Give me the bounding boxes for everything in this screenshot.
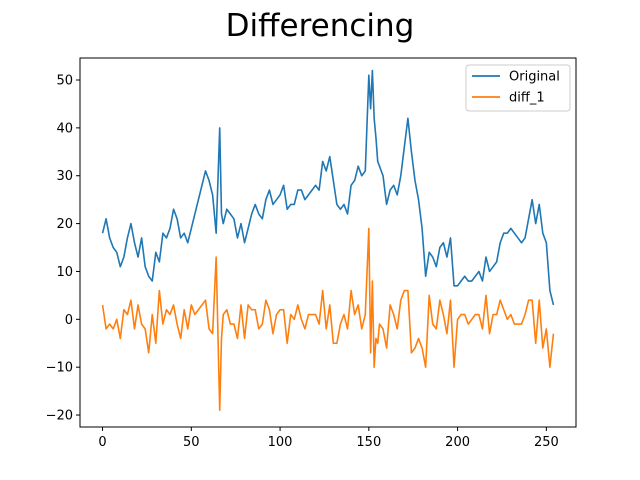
legend-label-original: Original <box>509 70 560 85</box>
plot-area: 0 50 100 150 200 250 −20 −10 0 10 20 30 40 50 <box>46 57 577 450</box>
y-tick-label: 40 <box>56 121 73 136</box>
series-line-original <box>101 69 555 306</box>
x-tick-label: 100 <box>268 435 293 450</box>
x-tick-label: 200 <box>445 435 470 450</box>
x-tick-label: 0 <box>98 435 106 450</box>
y-tick-label: 10 <box>56 265 73 280</box>
x-tick-label: 250 <box>534 435 559 450</box>
y-tick-label: 0 <box>65 313 73 328</box>
y-tick-label: 30 <box>56 169 73 184</box>
axes-frame <box>79 57 577 428</box>
chart-title: Differencing <box>226 8 415 44</box>
y-tick-label: −20 <box>46 409 73 424</box>
legend-label-diff-1: diff_1 <box>509 91 545 106</box>
x-tick-label: 150 <box>356 435 381 450</box>
series-group <box>101 69 555 412</box>
y-tick-label: −10 <box>46 361 73 376</box>
y-tick-label: 20 <box>56 217 73 232</box>
y-tick-label: 50 <box>56 74 73 89</box>
series-line-diff-1 <box>101 227 555 412</box>
x-tick-label: 50 <box>183 435 200 450</box>
legend: Original diff_1 <box>465 64 571 112</box>
